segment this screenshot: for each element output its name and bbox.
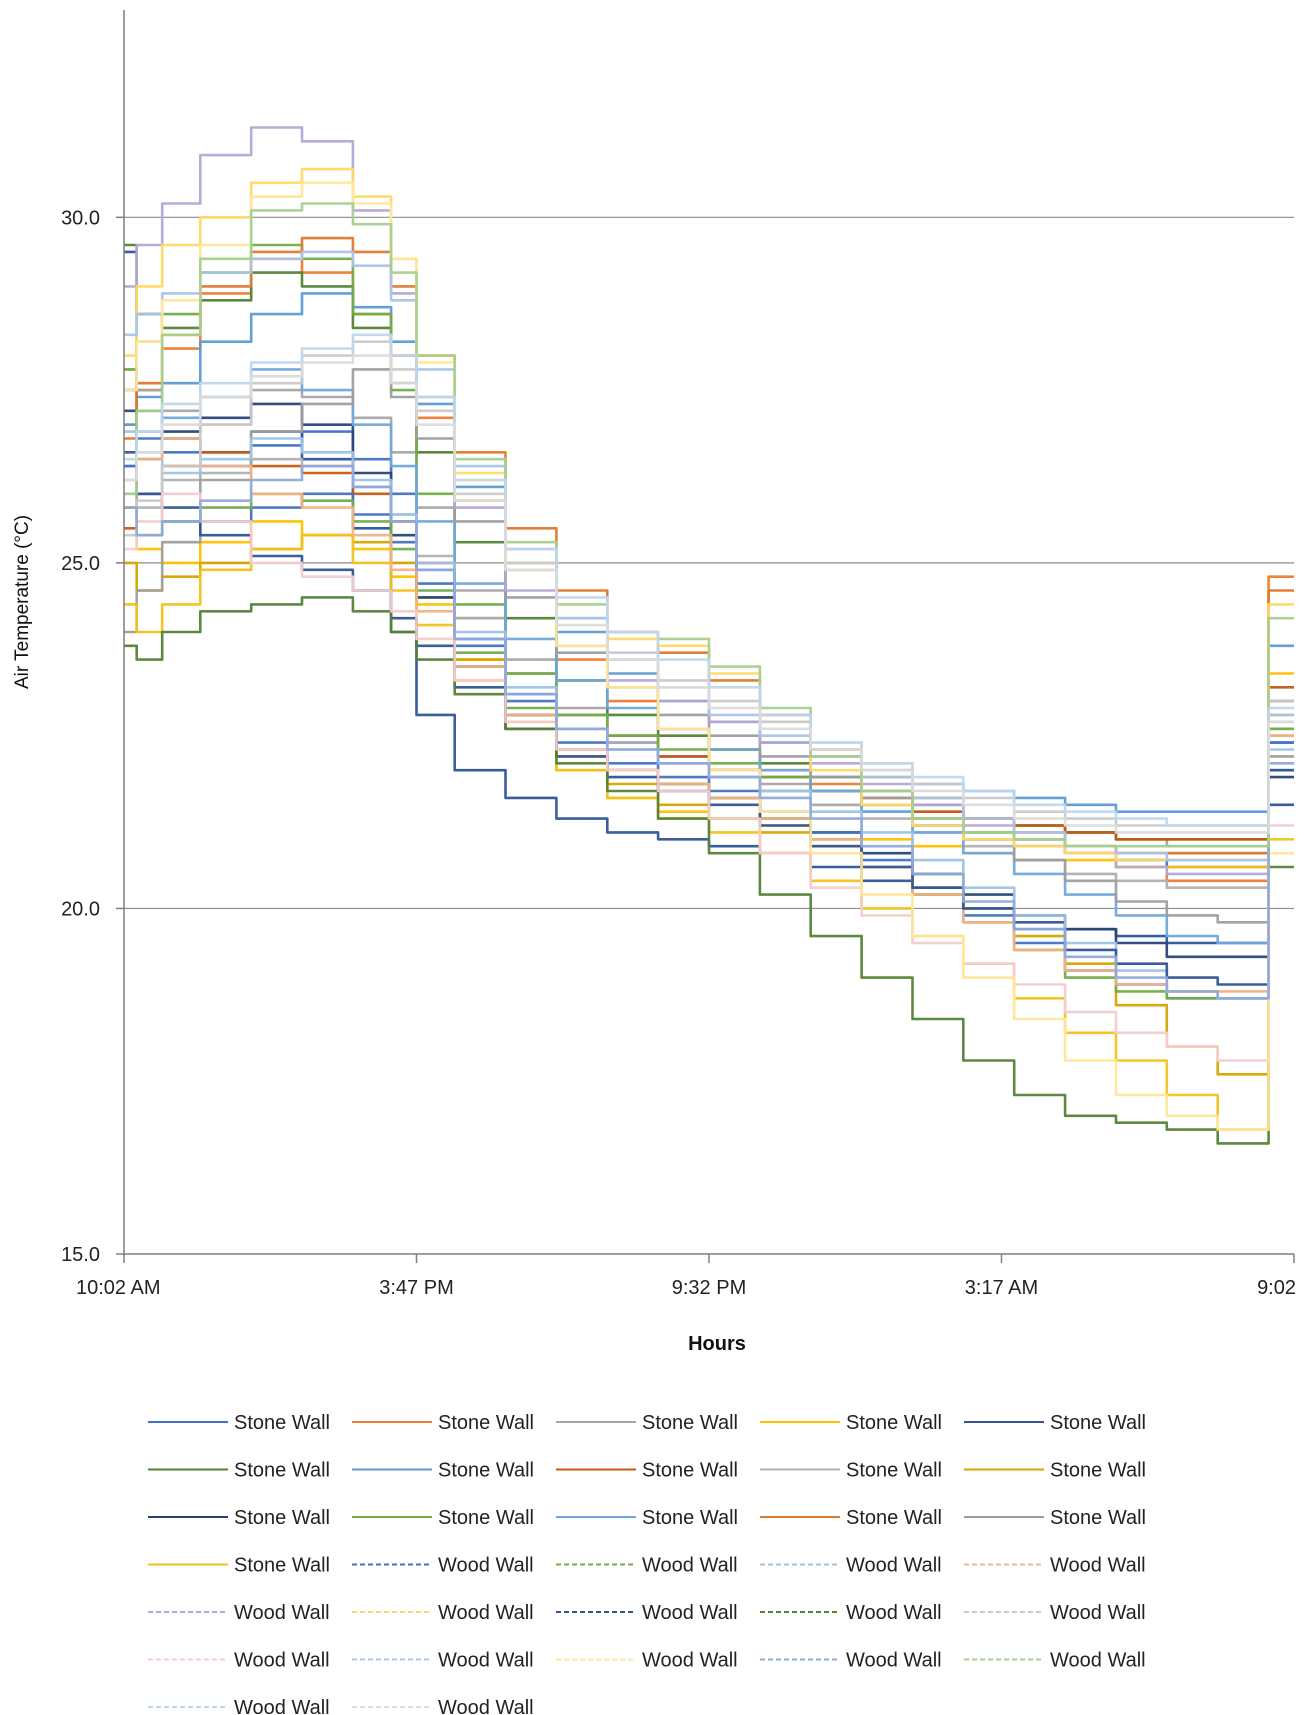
legend-label: Stone Wall bbox=[846, 1460, 942, 1482]
legend-item: Wood Wall bbox=[352, 1602, 534, 1624]
legend-item: Stone Wall bbox=[148, 1460, 330, 1482]
legend-item: Wood Wall bbox=[556, 1602, 738, 1624]
tick-labels: 15.0 20.0 25.0 30.0 10:02 AM 3:47 PM 9:32 PM 3:… bbox=[61, 207, 1296, 1299]
legend-label: Wood Wall bbox=[234, 1650, 330, 1672]
legend-label: Stone Wall bbox=[234, 1460, 330, 1482]
legend-item: Wood Wall bbox=[352, 1650, 534, 1672]
legend-item: Stone Wall bbox=[556, 1460, 738, 1482]
legend-item: Wood Wall bbox=[148, 1602, 330, 1624]
legend-item: Stone Wall bbox=[964, 1507, 1146, 1529]
legend-label: Stone Wall bbox=[1050, 1412, 1146, 1434]
x-tick-label: 9:32 PM bbox=[672, 1277, 746, 1299]
legend-label: Wood Wall bbox=[1050, 1650, 1146, 1672]
legend-item: Wood Wall bbox=[148, 1697, 330, 1715]
series-line-wood-wall-32 bbox=[124, 354, 1294, 834]
legend-label: Wood Wall bbox=[438, 1697, 534, 1715]
y-tick-label: 20.0 bbox=[61, 898, 100, 920]
legend-item: Wood Wall bbox=[964, 1650, 1146, 1672]
legend-item: Wood Wall bbox=[148, 1650, 330, 1672]
legend-label: Stone Wall bbox=[642, 1412, 738, 1434]
legend-label: Wood Wall bbox=[234, 1697, 330, 1715]
series-line-wood-wall-31 bbox=[124, 333, 1294, 827]
x-tick-label: 9:02 bbox=[1257, 1277, 1296, 1299]
series-line-wood-wall-28 bbox=[124, 181, 1294, 1131]
legend-label: Wood Wall bbox=[642, 1650, 738, 1672]
legend-label: Wood Wall bbox=[1050, 1602, 1146, 1624]
legend-item: Stone Wall bbox=[760, 1460, 942, 1482]
legend-item: Stone Wall bbox=[964, 1412, 1146, 1434]
legend-item: Wood Wall bbox=[760, 1555, 942, 1577]
legend-label: Stone Wall bbox=[234, 1555, 330, 1577]
legend-label: Wood Wall bbox=[846, 1650, 942, 1672]
legend-label: Stone Wall bbox=[438, 1412, 534, 1434]
series-line-wood-wall-29 bbox=[124, 464, 1294, 1000]
legend-item: Stone Wall bbox=[352, 1460, 534, 1482]
legend-item: Stone Wall bbox=[148, 1412, 330, 1434]
legend-label: Wood Wall bbox=[234, 1602, 330, 1624]
x-tick-label: 10:02 AM bbox=[76, 1277, 161, 1299]
legend-item: Wood Wall bbox=[352, 1555, 534, 1577]
legend: Stone Wall Stone Wall Stone Wall Stone Wall… bbox=[148, 1412, 1146, 1715]
y-tick-label: 15.0 bbox=[61, 1244, 100, 1266]
series-line-wood-wall-26 bbox=[124, 492, 1294, 1062]
legend-label: Stone Wall bbox=[1050, 1507, 1146, 1529]
legend-label: Wood Wall bbox=[642, 1602, 738, 1624]
legend-label: Stone Wall bbox=[642, 1460, 738, 1482]
y-axis-title: Air Temperature (°C) bbox=[12, 515, 33, 689]
legend-item: Stone Wall bbox=[760, 1412, 942, 1434]
legend-label: Stone Wall bbox=[234, 1412, 330, 1434]
legend-item: Stone Wall bbox=[352, 1412, 534, 1434]
legend-item: Wood Wall bbox=[760, 1602, 942, 1624]
legend-item: Wood Wall bbox=[964, 1602, 1146, 1624]
x-axis-title: Hours bbox=[688, 1333, 746, 1355]
legend-item: Stone Wall bbox=[964, 1460, 1146, 1482]
legend-item: Stone Wall bbox=[556, 1412, 738, 1434]
x-tick-label: 3:47 PM bbox=[379, 1277, 453, 1299]
legend-label: Wood Wall bbox=[846, 1555, 942, 1577]
x-tick-label: 3:17 AM bbox=[965, 1277, 1038, 1299]
legend-label: Stone Wall bbox=[846, 1507, 942, 1529]
series-lines bbox=[124, 126, 1294, 1145]
legend-item: Wood Wall bbox=[556, 1650, 738, 1672]
legend-label: Wood Wall bbox=[1050, 1555, 1146, 1577]
y-tick-label: 25.0 bbox=[61, 553, 100, 575]
legend-item: Stone Wall bbox=[148, 1507, 330, 1529]
gridlines bbox=[124, 216, 1294, 910]
legend-label: Wood Wall bbox=[438, 1602, 534, 1624]
legend-label: Stone Wall bbox=[642, 1507, 738, 1529]
legend-label: Stone Wall bbox=[234, 1507, 330, 1529]
y-tick-label: 30.0 bbox=[61, 207, 100, 229]
legend-item: Wood Wall bbox=[352, 1697, 534, 1715]
legend-item: Wood Wall bbox=[760, 1650, 942, 1672]
legend-label: Wood Wall bbox=[438, 1650, 534, 1672]
legend-item: Stone Wall bbox=[556, 1507, 738, 1529]
series-line-stone-wall-7 bbox=[124, 292, 1294, 813]
legend-label: Stone Wall bbox=[438, 1507, 534, 1529]
legend-item: Wood Wall bbox=[964, 1555, 1146, 1577]
legend-label: Wood Wall bbox=[438, 1555, 534, 1577]
series-line-wood-wall-25 bbox=[124, 340, 1294, 827]
series-line-wood-wall-22 bbox=[124, 167, 1294, 862]
legend-item: Stone Wall bbox=[352, 1507, 534, 1529]
legend-item: Stone Wall bbox=[760, 1507, 942, 1529]
legend-label: Stone Wall bbox=[1050, 1460, 1146, 1482]
legend-item: Stone Wall bbox=[148, 1555, 330, 1577]
legend-label: Stone Wall bbox=[438, 1460, 534, 1482]
legend-item: Wood Wall bbox=[556, 1555, 738, 1577]
legend-label: Wood Wall bbox=[642, 1555, 738, 1577]
series-line-wood-wall-24 bbox=[124, 596, 1294, 1145]
legend-label: Stone Wall bbox=[846, 1412, 942, 1434]
legend-label: Wood Wall bbox=[846, 1602, 942, 1624]
